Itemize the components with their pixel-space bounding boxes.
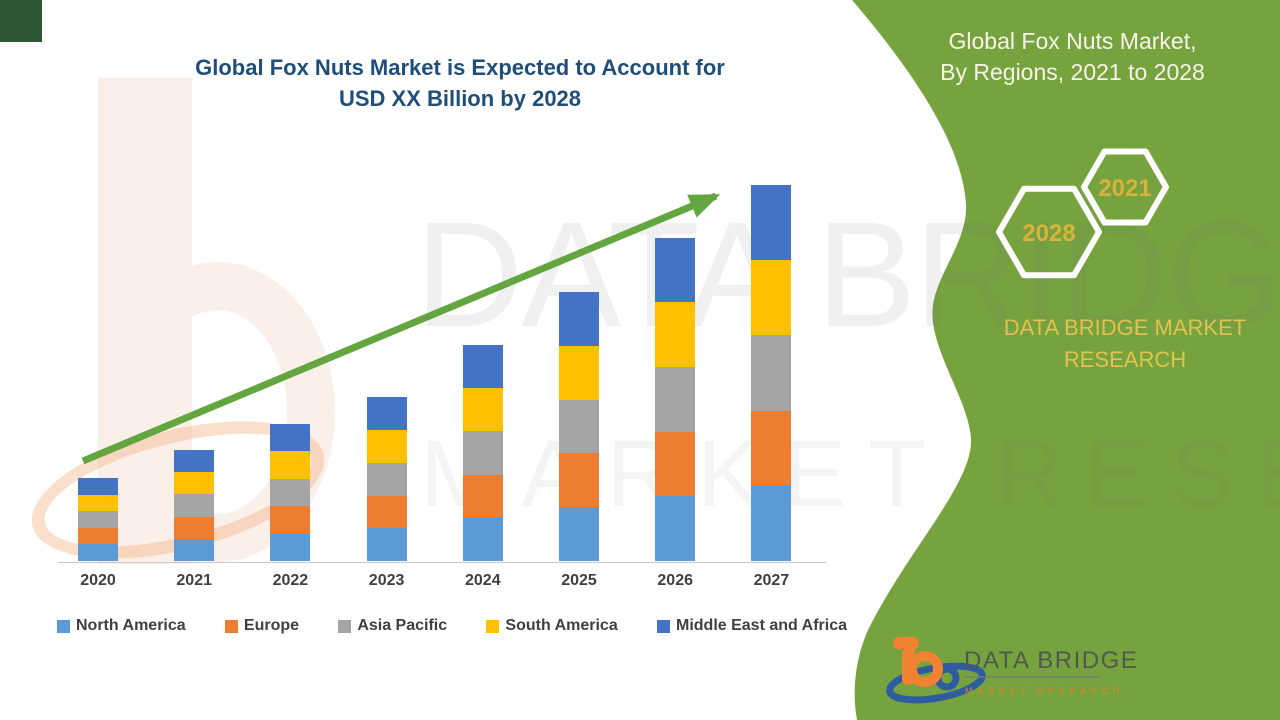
growth-trend-arrow [81, 192, 721, 465]
sidebar-title-line1: Global Fox Nuts Market, [948, 28, 1197, 54]
bar-segment-europe [655, 431, 696, 497]
sidebar-brand-text: DATA BRIDGE MARKET RESEARCH [960, 312, 1280, 376]
bar-segment-middle-east-and-africa [655, 237, 696, 303]
x-axis-label: 2026 [657, 572, 693, 589]
bar-segment-europe [270, 506, 311, 534]
chart-title-line2: USD XX Billion by 2028 [338, 86, 582, 111]
x-axis-label: 2027 [753, 572, 790, 589]
legend-item: North America [57, 617, 186, 635]
sidebar-title-line2: By Regions, 2021 to 2028 [940, 59, 1205, 85]
bar-segment-middle-east-and-africa [366, 397, 407, 431]
bar-segment-south-america [559, 345, 599, 400]
hexagon-2021-year: 2021 [1098, 175, 1151, 202]
bar-segment-south-america [78, 494, 118, 512]
x-axis-label: 2025 [561, 572, 597, 589]
logo-tagline-text: MARKET RESEARCH [965, 686, 1124, 696]
bar-segment-asia-pacific [174, 494, 215, 517]
bar-segment-north-america [174, 538, 215, 561]
hexagon-2021 [1081, 148, 1169, 226]
logo-d-swoosh [886, 662, 986, 704]
hexagon-2028-year: 2028 [1022, 220, 1075, 247]
x-axis-label: 2020 [80, 572, 116, 589]
bar-segment-south-america [270, 451, 311, 479]
bar-segment-middle-east-and-africa [751, 185, 792, 261]
x-axis-label: 2024 [465, 572, 501, 589]
logo-d-bowl [934, 665, 960, 691]
bar-segment-south-america [462, 388, 503, 432]
logo-name-text: DATA BRIDGE [964, 647, 1138, 674]
logo-b-stem [902, 637, 915, 685]
watermark-brand-text: DATA BRIDGE [415, 190, 1280, 358]
bar-segment-europe [559, 453, 599, 508]
legend-label: North America [76, 617, 186, 634]
legend-item: Europe [224, 617, 300, 635]
watermark-b-bowl [100, 262, 335, 562]
legend-swatch [224, 619, 238, 633]
legend-item: Asia Pacific [338, 617, 447, 635]
bar-segment-europe [78, 527, 118, 545]
legend-label: Asia Pacific [357, 617, 448, 634]
bar-segment-asia-pacific [559, 399, 599, 454]
bar-segment-asia-pacific [462, 431, 503, 475]
legend-label: Europe [243, 617, 300, 634]
chart-title-line1: Global Fox Nuts Market is Expected to Ac… [195, 55, 725, 80]
bar-segment-middle-east-and-africa [270, 423, 311, 452]
bar-segment-middle-east-and-africa [462, 344, 503, 389]
corner-accent-square [0, 0, 42, 42]
legend-swatch [486, 619, 500, 633]
bar-segment-middle-east-and-africa [559, 292, 599, 346]
bar-segment-europe [462, 474, 503, 518]
legend-label: South America [505, 617, 618, 634]
logo-b-bowl [907, 651, 943, 687]
sidebar-brand-line2: RESEARCH [1063, 347, 1187, 372]
watermark-swoosh [17, 395, 339, 585]
bar-segment-europe [751, 410, 792, 486]
bar-segment-asia-pacific [655, 366, 696, 432]
bar-segment-asia-pacific [270, 478, 311, 507]
legend-item: Middle East and Africa [657, 617, 847, 635]
legend-swatch [57, 619, 70, 633]
bar-segment-south-america [174, 472, 215, 495]
chart-title: Global Fox Nuts Market is Expected to Ac… [60, 52, 860, 114]
bar-segment-north-america [751, 485, 792, 561]
bar-segment-europe [366, 495, 407, 529]
watermark-tagline-text: MARKET RESEARCH [420, 421, 1280, 527]
bar-segment-north-america [655, 496, 696, 561]
green-wave-shape [852, 0, 1280, 720]
hexagon-2028 [996, 185, 1102, 279]
x-axis-label: 2021 [176, 572, 212, 589]
logo-b-hook [893, 637, 919, 649]
bar-segment-asia-pacific [78, 511, 118, 528]
legend-item: South America [486, 617, 618, 635]
legend-swatch [657, 619, 670, 633]
legend-swatch [338, 619, 352, 633]
bar-segment-south-america [751, 260, 792, 336]
x-axis-label: 2023 [368, 572, 405, 589]
bar-segment-europe [174, 516, 215, 539]
sidebar-brand-line1: DATA BRIDGE MARKET [1003, 315, 1247, 340]
chart-legend: North America Europe Asia Pacific South Ame… [57, 617, 847, 635]
legend-label: Middle East and Africa [676, 617, 847, 634]
x-axis-line [58, 562, 826, 563]
bar-segment-north-america [462, 517, 503, 561]
bar-segment-north-america [78, 544, 118, 561]
bar-segment-south-america [655, 302, 696, 367]
bar-segment-north-america [366, 528, 407, 561]
sidebar-title: Global Fox Nuts Market, By Regions, 2021… [900, 26, 1245, 88]
x-axis-label: 2022 [272, 572, 309, 589]
bar-segment-north-america [559, 507, 599, 561]
bar-segment-south-america [366, 430, 407, 463]
bar-segment-asia-pacific [366, 462, 407, 496]
bar-segment-asia-pacific [751, 335, 792, 411]
bar-segment-north-america [270, 533, 311, 561]
bar-segment-middle-east-and-africa [78, 478, 118, 495]
watermark-b-stem [98, 78, 192, 564]
bar-segment-middle-east-and-africa [174, 450, 215, 473]
